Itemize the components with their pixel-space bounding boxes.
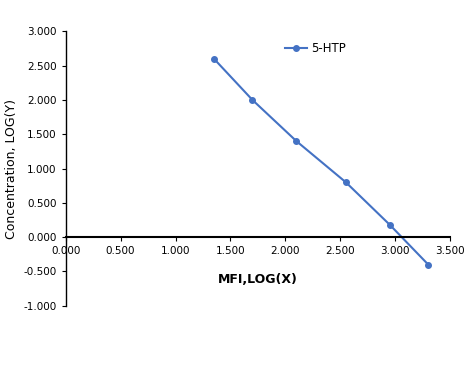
5-HTP — [425, 262, 431, 267]
5-HTP — [343, 180, 348, 185]
5-HTP — [211, 56, 217, 61]
5-HTP — [387, 223, 393, 227]
Line: 5-HTP: 5-HTP — [211, 56, 431, 267]
Y-axis label: Concentration, LOG(Y): Concentration, LOG(Y) — [5, 98, 18, 239]
5-HTP — [250, 98, 255, 102]
Legend: 5-HTP: 5-HTP — [280, 37, 351, 60]
X-axis label: MFI,LOG(X): MFI,LOG(X) — [218, 273, 298, 286]
5-HTP — [294, 139, 299, 143]
